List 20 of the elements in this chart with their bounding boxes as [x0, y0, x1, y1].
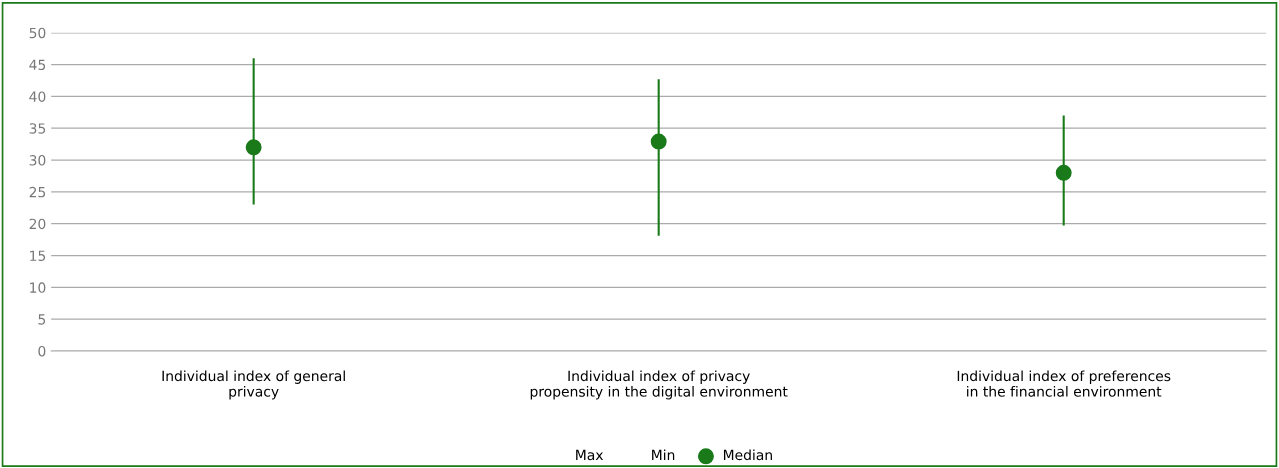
y-tick-label: 30 — [29, 155, 46, 166]
point — [650, 133, 667, 150]
point — [245, 139, 262, 156]
x-tick-label: Individual index of preferences in the financial environment — [957, 370, 1171, 397]
x-tick-label: Individual index of general privacy — [162, 370, 345, 400]
text: Max — [576, 449, 604, 461]
y-tick-label: 10 — [30, 282, 46, 293]
y-tick-label: 5 — [38, 314, 46, 325]
legend-label: Median — [723, 449, 772, 461]
y-tick-label: 50 — [29, 27, 46, 39]
y-tick-label: 35 — [29, 123, 46, 134]
y-tick-label: 0 — [38, 345, 46, 357]
y-tick-label: 25 — [29, 186, 46, 198]
y-tick-label: 20 — [29, 218, 46, 230]
y-tick-label: 40 — [29, 91, 46, 102]
x-tick-label: Individual index of privacy propensity in the digital environment — [530, 370, 788, 400]
y-tick-label: 45 — [29, 59, 46, 71]
y-tick-label: 15 — [30, 250, 46, 261]
point — [1055, 164, 1072, 181]
text: Min — [652, 449, 675, 460]
